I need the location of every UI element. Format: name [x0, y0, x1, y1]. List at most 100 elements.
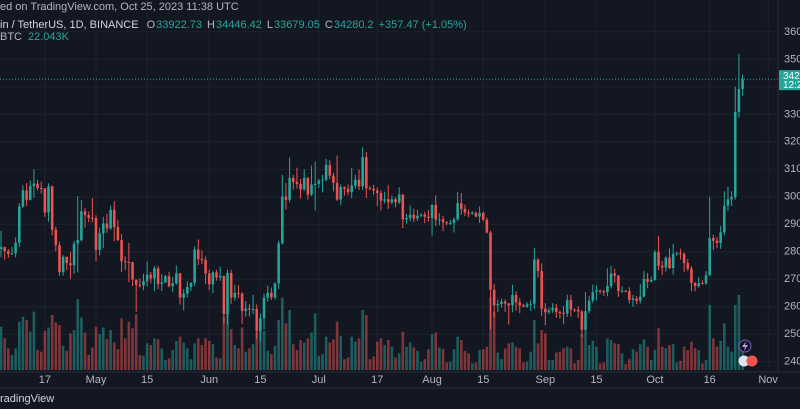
volume-bar [39, 351, 43, 370]
candle-body [368, 188, 372, 190]
candle-body [324, 164, 328, 180]
candle-body [98, 233, 101, 250]
candle-body [346, 188, 350, 193]
volume-bar [3, 338, 6, 370]
volume-bar [200, 345, 204, 370]
volume-bar [423, 359, 427, 370]
candle-body [584, 311, 587, 330]
candle-body [693, 282, 697, 287]
y-tick-label: 28000 [784, 246, 800, 258]
volume-value: 22.043K [28, 31, 70, 43]
candle-body [540, 271, 543, 309]
volume-bar [712, 338, 715, 370]
candle-body [496, 304, 500, 306]
candle-body [427, 216, 430, 218]
volume-bar [273, 345, 277, 370]
candle-body [467, 212, 470, 214]
volume-bar [492, 311, 496, 370]
candle-body [69, 263, 72, 266]
volume-bar [639, 344, 642, 370]
y-tick-label: 26000 [784, 301, 800, 313]
volume-bar [562, 348, 565, 370]
candle-body [91, 217, 94, 219]
volume-bar [723, 323, 726, 370]
y-tick-label: 33000 [784, 108, 800, 120]
volume-bar [302, 342, 306, 370]
candle-body [620, 290, 624, 292]
volume-bar [379, 338, 383, 370]
volume-bar [109, 330, 112, 370]
candle-body [164, 276, 167, 283]
candle-body [697, 283, 701, 287]
volume-bar [628, 359, 631, 370]
volume-bar [120, 318, 123, 370]
candle-body [313, 183, 317, 185]
dividend-icon [746, 355, 758, 367]
candle-body [668, 257, 671, 269]
candle-body [460, 203, 463, 209]
candle-body [463, 208, 467, 213]
volume-bar [266, 350, 269, 370]
volume-bar [514, 346, 518, 370]
last-price-label: 34280.20 [783, 71, 800, 82]
candle-body [61, 256, 65, 273]
footer-logo: radingView [0, 393, 54, 405]
candle-body [21, 190, 25, 207]
candle-body [624, 290, 627, 292]
candle-body [372, 188, 375, 191]
volume-bar [606, 338, 609, 370]
volume-bar [138, 355, 142, 370]
candle-body [639, 296, 642, 301]
ohlc-value: 33679.05 [274, 19, 320, 31]
volume-bar [416, 350, 419, 370]
volume-bar [460, 340, 463, 370]
volume-bar [186, 348, 189, 370]
price-pane [0, 53, 744, 342]
ohlc-key: H [207, 19, 215, 31]
volume-bar [693, 348, 697, 370]
volume-bar [372, 356, 375, 370]
symbol-title: in / TetherUS, 1D, BINANCE [0, 19, 139, 31]
candle-body [441, 219, 445, 223]
volume-bar [591, 340, 595, 370]
volume-bar [171, 350, 174, 370]
candle-body [704, 275, 708, 284]
volume-bar [365, 315, 368, 370]
volume-bar [237, 348, 240, 370]
volume-bar [255, 331, 259, 370]
volume-bar [463, 350, 467, 370]
candle-body [149, 274, 153, 279]
volume-bar [244, 351, 248, 370]
volume-bar [262, 330, 266, 370]
candle-body [251, 308, 255, 310]
y-tick-label: 31000 [784, 163, 800, 175]
volume-bar [595, 346, 598, 370]
x-tick-label: Aug [422, 374, 442, 386]
candle-body [116, 227, 120, 240]
volume-bar [175, 340, 178, 370]
volume-bar [715, 346, 719, 370]
volume-bar [98, 334, 101, 370]
candle-body [390, 199, 394, 203]
candle-body [153, 268, 156, 279]
candle-body [489, 232, 492, 290]
volume-bar [386, 340, 390, 370]
candle-body [712, 238, 715, 241]
candle-body [295, 181, 299, 184]
volume-bar [507, 343, 511, 370]
ohlc-value: 33922.73 [156, 19, 202, 31]
volume-bar [233, 345, 237, 370]
volume-bar [189, 359, 193, 370]
volume-bar [580, 334, 584, 370]
candle-body [10, 253, 14, 255]
candle-body [123, 261, 127, 263]
candle-body [671, 253, 675, 269]
candle-body [631, 298, 635, 300]
volume-bar [518, 348, 522, 370]
candle-body [211, 272, 215, 285]
x-tick-label: Jul [312, 374, 326, 386]
volume-bar [470, 363, 474, 370]
candle-body [675, 253, 679, 255]
volume-bar [204, 338, 207, 370]
